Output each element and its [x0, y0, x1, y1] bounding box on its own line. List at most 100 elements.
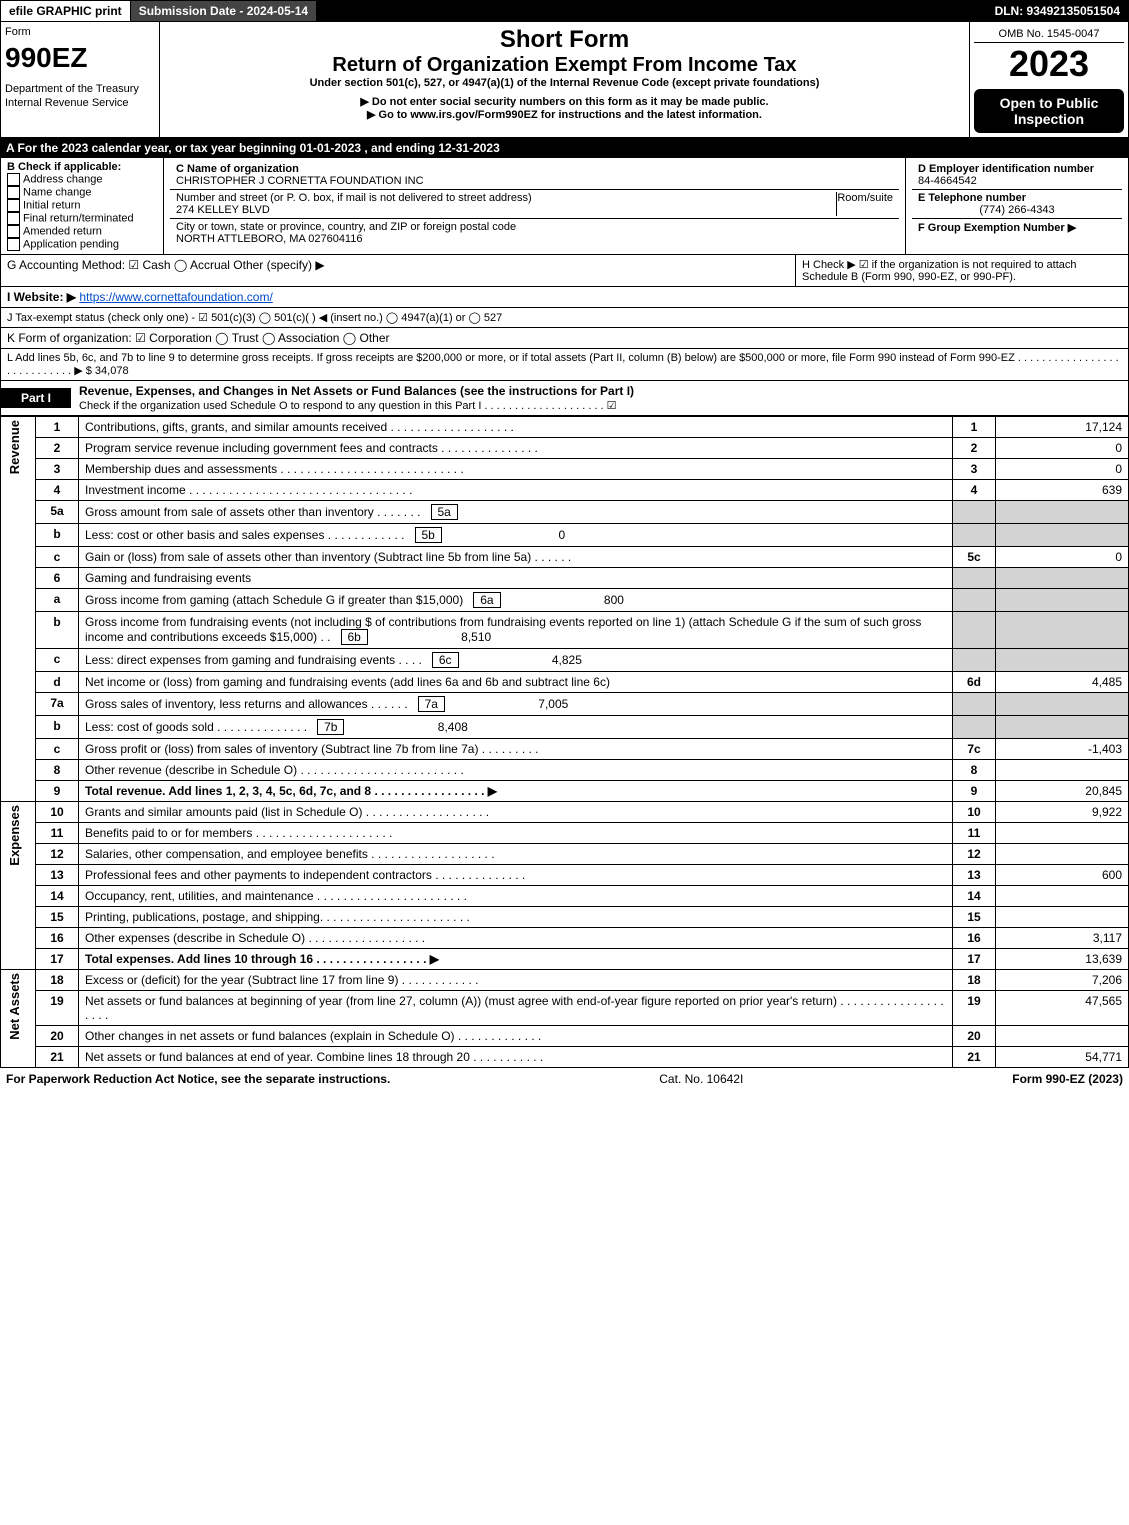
netassets-label: Net Assets: [7, 973, 22, 1040]
block-g-h: G Accounting Method: ☑ Cash ◯ Accrual Ot…: [0, 255, 1129, 287]
b-label: B Check if applicable:: [7, 161, 157, 173]
line-text: Gaming and fundraising events: [79, 568, 953, 589]
b-opt-5-label: Application pending: [23, 238, 119, 250]
line-text: Benefits paid to or for members . . . . …: [79, 823, 953, 844]
amount: 0: [996, 438, 1129, 459]
b-opt[interactable]: Application pending: [7, 238, 157, 251]
website-link[interactable]: https://www.cornettafoundation.com/: [79, 290, 272, 304]
ln: 2: [36, 438, 79, 459]
line-text: Gross amount from sale of assets other t…: [85, 505, 420, 519]
amount: 639: [996, 480, 1129, 501]
lnr: 18: [953, 970, 996, 991]
part-i-check: Check if the organization used Schedule …: [79, 400, 617, 412]
line-text: Less: direct expenses from gaming and fu…: [85, 653, 422, 667]
ln: b: [36, 716, 79, 739]
b-opt[interactable]: Final return/terminated: [7, 212, 157, 225]
ln: b: [36, 524, 79, 547]
line-text: Other changes in net assets or fund bala…: [79, 1026, 953, 1047]
part-i-header: Part I Revenue, Expenses, and Changes in…: [0, 381, 1129, 416]
line-text: Grants and similar amounts paid (list in…: [79, 802, 953, 823]
ln: 1: [36, 417, 79, 438]
amount: 600: [996, 865, 1129, 886]
line-text: Program service revenue including govern…: [79, 438, 953, 459]
box-value: 800: [504, 593, 624, 607]
lnr: 4: [953, 480, 996, 501]
city: NORTH ATTLEBORO, MA 027604116: [176, 233, 893, 245]
lnr: 13: [953, 865, 996, 886]
g-text: G Accounting Method: ☑ Cash ◯ Accrual Ot…: [1, 255, 795, 286]
ln: 18: [36, 970, 79, 991]
b-opt[interactable]: Address change: [7, 173, 157, 186]
line-text: Salaries, other compensation, and employ…: [79, 844, 953, 865]
part-i-tab: Part I: [1, 388, 71, 408]
amount: 9,922: [996, 802, 1129, 823]
amount: 0: [996, 547, 1129, 568]
box-label: 7a: [418, 696, 445, 712]
ln: 9: [36, 781, 79, 802]
ssn-notice: ▶ Do not enter social security numbers o…: [164, 95, 965, 108]
line-text: Less: cost of goods sold . . . . . . . .…: [85, 720, 307, 734]
lnr: 3: [953, 459, 996, 480]
top-header-bar: efile GRAPHIC print Submission Date - 20…: [0, 0, 1129, 22]
j-row: J Tax-exempt status (check only one) - ☑…: [0, 308, 1129, 328]
phone: (774) 266-4343: [918, 204, 1116, 216]
amount: 7,206: [996, 970, 1129, 991]
revenue-label: Revenue: [7, 420, 22, 474]
line-text: Net assets or fund balances at end of ye…: [79, 1047, 953, 1068]
efile-label[interactable]: efile GRAPHIC print: [1, 1, 131, 21]
line-a: A For the 2023 calendar year, or tax yea…: [0, 138, 1129, 158]
short-form-title: Short Form: [164, 26, 965, 54]
ln: a: [36, 589, 79, 612]
ln: 12: [36, 844, 79, 865]
lnr: 21: [953, 1047, 996, 1068]
line-text: Gross income from gaming (attach Schedul…: [85, 593, 463, 607]
goto-link[interactable]: ▶ Go to www.irs.gov/Form990EZ for instru…: [164, 108, 965, 121]
cat-no: Cat. No. 10642I: [659, 1072, 743, 1086]
street-label: Number and street (or P. O. box, if mail…: [176, 192, 836, 204]
l-row: L Add lines 5b, 6c, and 7b to line 9 to …: [0, 349, 1129, 381]
ln: 10: [36, 802, 79, 823]
line-text: Professional fees and other payments to …: [79, 865, 953, 886]
part-i-title: Revenue, Expenses, and Changes in Net As…: [79, 384, 634, 398]
b-opt[interactable]: Name change: [7, 186, 157, 199]
lnr: 12: [953, 844, 996, 865]
b-opt[interactable]: Initial return: [7, 199, 157, 212]
amount: 20,845: [996, 781, 1129, 802]
amount: 54,771: [996, 1047, 1129, 1068]
h-text: H Check ▶ ☑ if the organization is not r…: [795, 255, 1128, 286]
e-label: E Telephone number: [918, 192, 1116, 204]
ln: c: [36, 547, 79, 568]
ln: c: [36, 739, 79, 760]
b-opt-1-label: Name change: [23, 186, 92, 198]
lnr: 19: [953, 991, 996, 1026]
amount: 17,124: [996, 417, 1129, 438]
line-text: Other expenses (describe in Schedule O) …: [79, 928, 953, 949]
ln: 17: [36, 949, 79, 970]
line-text: Net income or (loss) from gaming and fun…: [79, 672, 953, 693]
ln: 13: [36, 865, 79, 886]
amount: 4,485: [996, 672, 1129, 693]
box-label: 6a: [473, 592, 500, 608]
b-opt[interactable]: Amended return: [7, 225, 157, 238]
i-label: I Website: ▶: [7, 290, 76, 304]
room-label: Room/suite: [836, 192, 893, 216]
amount: [996, 823, 1129, 844]
amount: [996, 1026, 1129, 1047]
box-label: 5a: [431, 504, 458, 520]
box-label: 6c: [432, 652, 459, 668]
box-value: 8,408: [348, 720, 468, 734]
ln: 6: [36, 568, 79, 589]
box-label: 6b: [341, 629, 368, 645]
pra-notice: For Paperwork Reduction Act Notice, see …: [6, 1072, 390, 1086]
amount: [996, 760, 1129, 781]
ln: 11: [36, 823, 79, 844]
line-text: Gross sales of inventory, less returns a…: [85, 697, 408, 711]
ln: 5a: [36, 501, 79, 524]
tax-year: 2023: [974, 43, 1124, 85]
ln: c: [36, 649, 79, 672]
under-section: Under section 501(c), 527, or 4947(a)(1)…: [164, 77, 965, 89]
lnr: 8: [953, 760, 996, 781]
line-text: Excess or (deficit) for the year (Subtra…: [79, 970, 953, 991]
dln: DLN: 93492135051504: [987, 1, 1128, 21]
b-opt-3-label: Final return/terminated: [23, 212, 134, 224]
